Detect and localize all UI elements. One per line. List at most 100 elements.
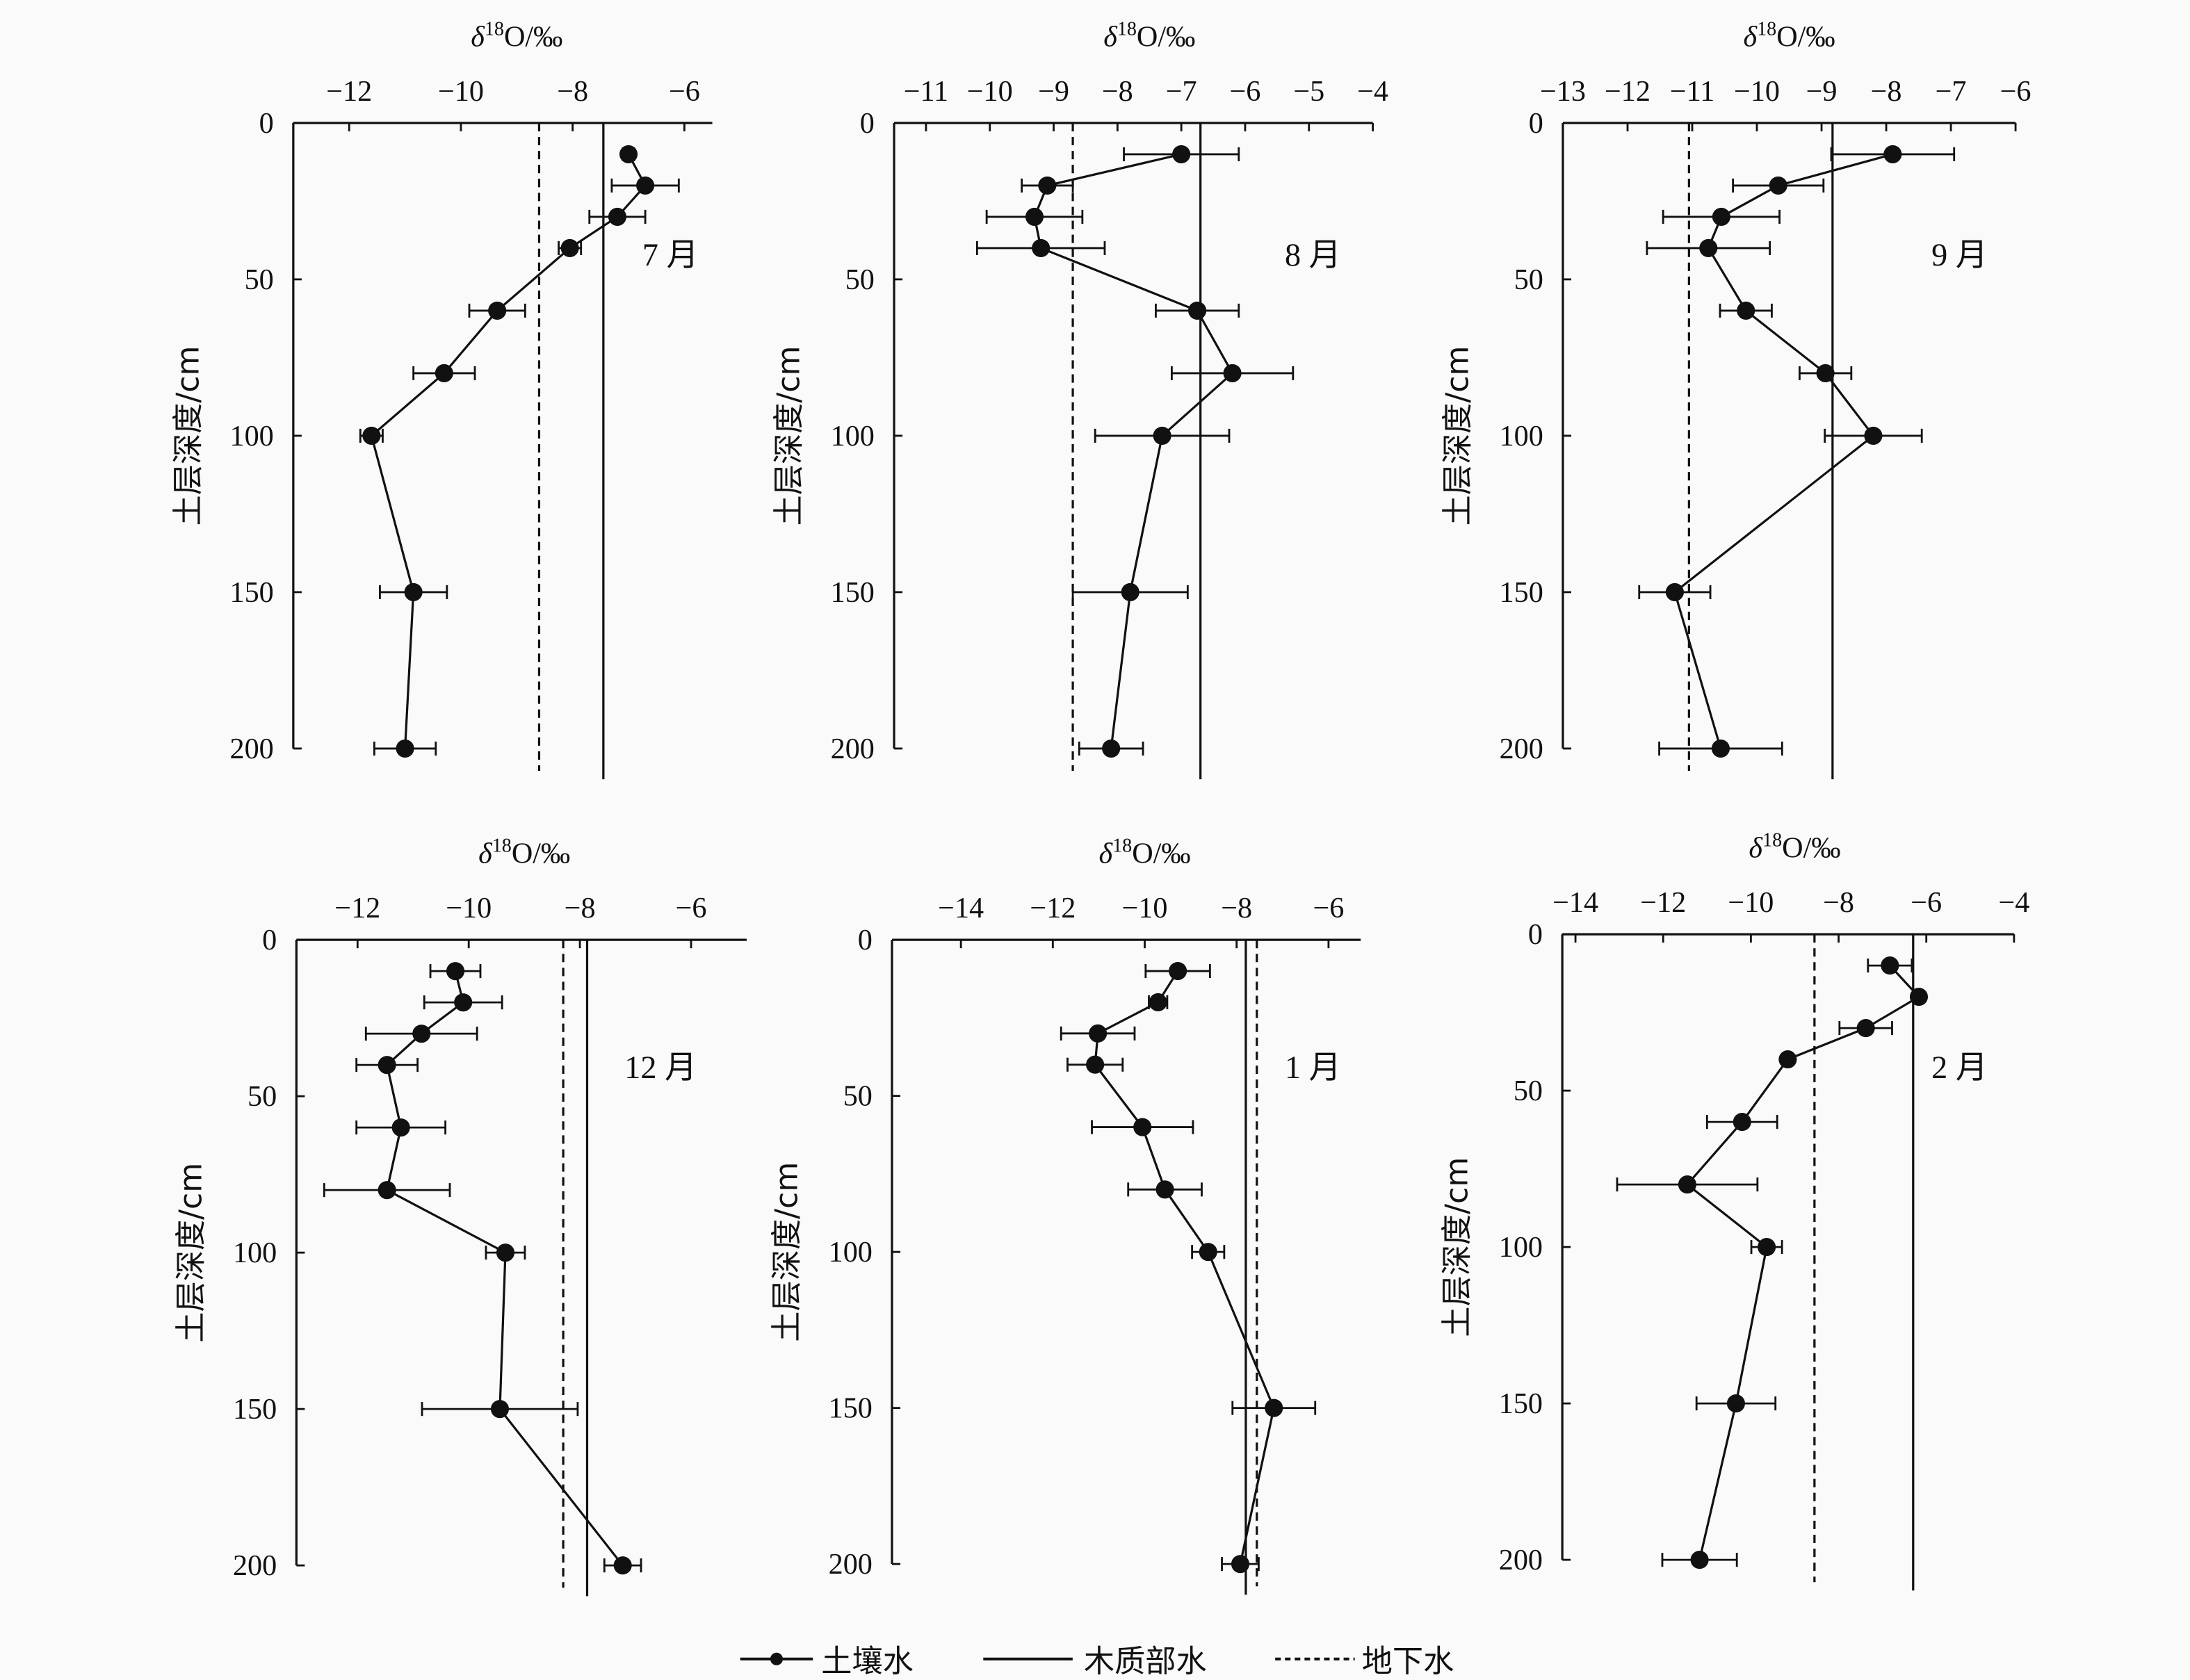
- x-tick-label: −11: [1670, 75, 1714, 108]
- x-tick-label: −8: [1221, 892, 1252, 924]
- soil-water-line: [1033, 153, 1234, 749]
- panel-5: −14 −12 −10 −8 −6 −4 0 50 100 150 200 δ18O/‰ 土层深度/cm…: [1440, 830, 2029, 1591]
- soil-water-point: [636, 176, 655, 195]
- legend-marker-soil-water: [770, 1652, 784, 1665]
- y-axis-title: 土层深度/cm: [769, 1162, 804, 1342]
- panel-1: −11 −10 −9 −8 −7 −6 −5 −4 0 50 100 150 200 δ18O/‰ 土层深度…: [771, 18, 1388, 780]
- y-tick-label: 100: [1500, 420, 1543, 452]
- month-label: 12 月: [624, 1050, 697, 1085]
- soil-water-point: [1188, 301, 1207, 320]
- soil-water-point: [608, 207, 627, 226]
- y-tick-label: 200: [829, 1548, 873, 1581]
- x-tick-label: −14: [938, 892, 984, 924]
- x-axis-title: δ18O/‰: [1103, 18, 1195, 53]
- soil-water-point: [446, 962, 465, 981]
- month-label: 9 月: [1931, 237, 1988, 272]
- y-tick-label: 150: [831, 576, 875, 609]
- soil-water-point: [1678, 1175, 1696, 1194]
- y-tick-label: 150: [1499, 1387, 1543, 1420]
- y-tick-label: 50: [245, 263, 274, 296]
- soil-water-point: [1778, 1050, 1797, 1069]
- y-tick-label: 100: [233, 1237, 277, 1269]
- x-tick-label: −10: [438, 75, 484, 108]
- soil-water-point: [1816, 364, 1835, 382]
- y-tick-label: 100: [831, 420, 875, 452]
- x-tick-label: −6: [1313, 892, 1344, 924]
- x-tick-label: −13: [1540, 75, 1586, 108]
- soil-water-point: [1711, 739, 1730, 758]
- x-tick-label: −8: [557, 75, 588, 108]
- x-tick-label: −11: [904, 75, 948, 108]
- soil-water-point: [1733, 1113, 1751, 1132]
- y-tick-label: 100: [1499, 1231, 1543, 1264]
- soil-water-point: [1121, 582, 1139, 601]
- month-label: 7 月: [642, 237, 699, 272]
- soil-water-point: [1155, 1180, 1174, 1199]
- x-axis-title: δ18O/‰: [478, 835, 570, 870]
- soil-water-point: [1909, 988, 1929, 1006]
- panel-0: −12 −10 −8 −6 0 50 100 150 200 δ18O/‰ 土层深度/cm 7 月: [170, 18, 713, 780]
- y-tick-label: 50: [843, 1080, 873, 1113]
- y-axis-title: 土层深度/cm: [1440, 1157, 1475, 1337]
- x-tick-label: −10: [1728, 886, 1774, 919]
- soil-water-point: [435, 364, 453, 382]
- y-tick-label: 50: [1514, 1075, 1543, 1107]
- x-tick-label: −6: [2000, 75, 2031, 108]
- x-tick-label: −6: [1230, 75, 1261, 108]
- soil-water-point: [1864, 426, 1883, 445]
- panel-4: −14 −12 −10 −8 −6 0 50 100 150 200 δ18O/‰ 土层深度/cm 1 …: [769, 835, 1361, 1595]
- panel-2: −13 −12 −11 −10 −9 −8 −7 −6 0 50 100 150 200 δ18O/‰ 土层…: [1440, 18, 2031, 780]
- soil-water-point: [1038, 176, 1057, 195]
- soil-water-point: [488, 301, 507, 320]
- y-tick-label: 150: [229, 576, 273, 609]
- x-tick-label: −10: [1122, 892, 1168, 924]
- x-tick-label: −6: [669, 75, 700, 108]
- x-tick-label: −9: [1038, 75, 1069, 108]
- soil-water-point: [1169, 961, 1187, 981]
- soil-water-point: [1089, 1024, 1108, 1043]
- soil-water-point: [1881, 956, 1899, 975]
- x-tick-label: −12: [1605, 75, 1650, 108]
- soil-water-point: [1032, 238, 1051, 257]
- x-tick-label: −6: [1911, 886, 1942, 919]
- soil-water-point: [1769, 176, 1787, 195]
- soil-water-point: [1223, 364, 1242, 382]
- y-tick-label: 100: [829, 1236, 873, 1269]
- y-tick-label: 0: [858, 924, 873, 956]
- y-tick-label: 150: [829, 1392, 873, 1425]
- panel-3: −12 −10 −8 −6 0 50 100 150 200 δ18O/‰ 土层深度/cm 12 月: [174, 835, 747, 1597]
- y-tick-label: 200: [831, 733, 875, 765]
- x-axis-title: δ18O/‰: [1743, 18, 1835, 53]
- x-tick-label: −12: [334, 892, 380, 924]
- x-tick-label: −8: [1102, 75, 1133, 108]
- soil-water-point: [1758, 1238, 1776, 1257]
- x-tick-label: −8: [1871, 75, 1902, 108]
- soil-water-point: [1149, 993, 1167, 1011]
- legend-label-xylem-water: 木质部水: [1084, 1644, 1207, 1679]
- soil-water-point: [1231, 1555, 1250, 1574]
- y-axis-title: 土层深度/cm: [771, 345, 806, 525]
- soil-water-point: [391, 1118, 410, 1137]
- soil-water-point: [1699, 238, 1718, 257]
- soil-water-point: [1102, 739, 1121, 758]
- y-tick-label: 200: [233, 1549, 277, 1582]
- legend-label-soil-water: 土壤水: [821, 1644, 914, 1679]
- soil-water-point: [560, 238, 579, 257]
- y-tick-label: 100: [229, 420, 273, 452]
- soil-water-line: [1685, 965, 1921, 1560]
- x-axis-title: δ18O/‰: [1749, 830, 1840, 865]
- y-tick-label: 200: [229, 733, 273, 765]
- x-axis-title: δ18O/‰: [1098, 835, 1190, 870]
- legend: 土壤水 木质部水 地下水: [740, 1644, 1454, 1679]
- y-tick-label: 50: [248, 1080, 277, 1113]
- month-label: 8 月: [1285, 237, 1341, 272]
- soil-water-point: [1883, 145, 1902, 163]
- x-tick-label: −4: [1357, 75, 1388, 108]
- x-tick-label: −5: [1293, 75, 1324, 108]
- soil-water-point: [1265, 1398, 1283, 1417]
- y-tick-label: 50: [1514, 263, 1543, 296]
- x-tick-label: −12: [326, 75, 372, 108]
- y-tick-label: 150: [233, 1393, 277, 1426]
- soil-water-point: [1086, 1055, 1105, 1074]
- y-tick-label: 0: [1528, 918, 1543, 951]
